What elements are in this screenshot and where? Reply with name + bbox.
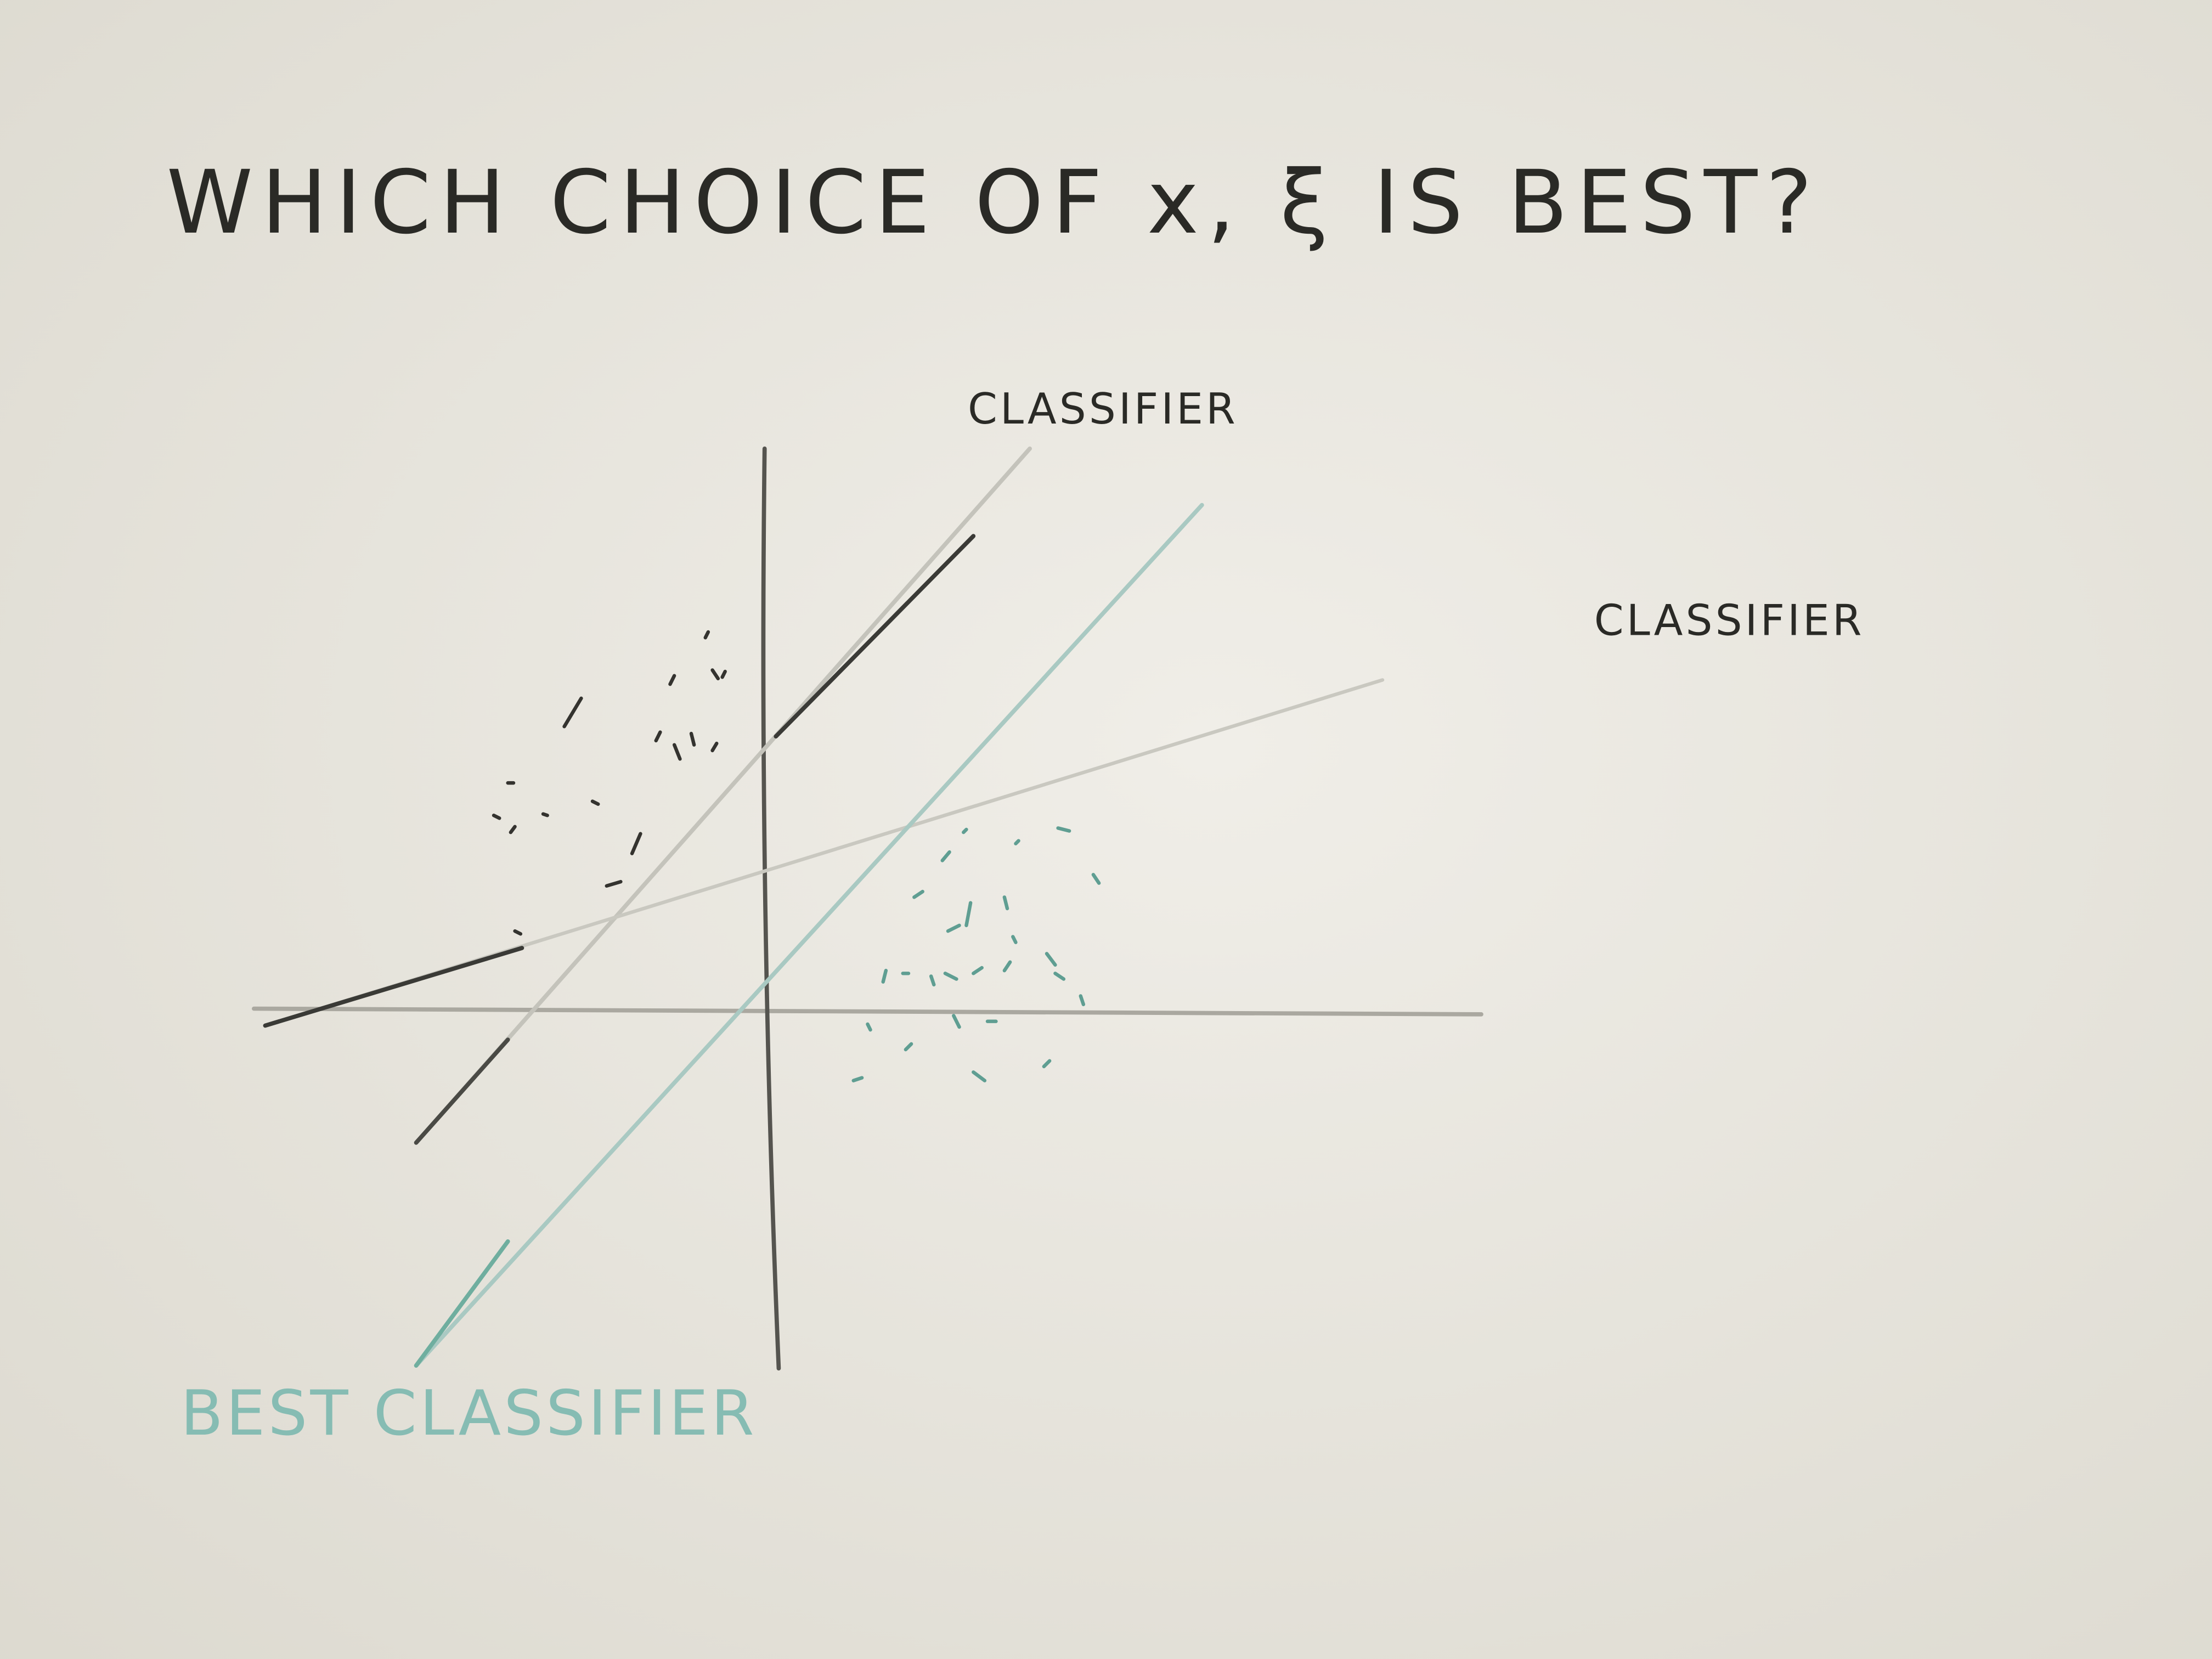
point-class-b <box>881 968 888 984</box>
title: WHICH CHOICE OF x, ξ IS BEST? <box>166 151 1820 253</box>
point-class-a <box>710 741 719 753</box>
classifier-line-shallow-dark <box>263 946 524 1028</box>
point-class-a <box>630 832 642 855</box>
point-class-b <box>1053 972 1066 981</box>
point-class-b <box>946 923 961 933</box>
point-class-b <box>1045 952 1057 967</box>
classifier-line-steep <box>414 446 1032 1145</box>
point-class-b <box>972 966 984 975</box>
point-class-b <box>962 827 968 834</box>
label-classifier-top: CLASSIFIER <box>968 385 1238 434</box>
point-class-b <box>964 901 973 928</box>
point-class-b <box>1014 839 1020 845</box>
best-classifier-line-dark <box>414 1239 510 1368</box>
point-class-b <box>1002 960 1012 973</box>
point-class-a <box>513 929 523 936</box>
point-class-b <box>866 1022 872 1032</box>
point-class-b <box>851 1076 864 1082</box>
point-class-b <box>943 972 958 981</box>
point-class-b <box>1079 994 1086 1007</box>
best-classifier-line <box>414 503 1204 1368</box>
label-best-classifier: BEST CLASSIFIER <box>180 1377 757 1449</box>
point-class-a <box>720 669 727 679</box>
point-class-a <box>605 879 623 888</box>
point-class-a <box>710 668 720 681</box>
point-class-a <box>509 825 517 834</box>
point-class-b <box>929 974 936 987</box>
point-class-b <box>972 1070 987 1082</box>
point-class-a <box>668 674 676 686</box>
classifier-line-steep-dark <box>414 1037 510 1145</box>
point-class-a <box>689 731 696 747</box>
label-classifier-right: CLASSIFIER <box>1594 596 1865 646</box>
point-class-a <box>492 814 501 820</box>
point-class-b <box>952 1014 961 1029</box>
classifier-line-steep-dark <box>774 534 976 739</box>
point-class-b <box>1091 873 1101 885</box>
point-class-b <box>912 889 924 899</box>
point-class-a <box>541 812 549 817</box>
point-class-a <box>654 730 662 743</box>
point-class-a <box>703 630 710 640</box>
point-class-b <box>1056 826 1071 833</box>
point-class-a <box>590 799 600 806</box>
point-class-b <box>1011 935 1018 944</box>
point-class-b <box>940 850 951 862</box>
x-axis <box>252 1006 1483 1017</box>
diagram-strokes <box>252 446 1483 1371</box>
point-class-a <box>562 696 583 729</box>
point-class-b <box>1002 895 1009 911</box>
point-class-b <box>904 1042 913 1052</box>
point-class-b <box>1042 1059 1052 1069</box>
y-axis <box>761 446 781 1371</box>
point-class-a <box>672 743 682 761</box>
data-points <box>492 630 1101 1082</box>
